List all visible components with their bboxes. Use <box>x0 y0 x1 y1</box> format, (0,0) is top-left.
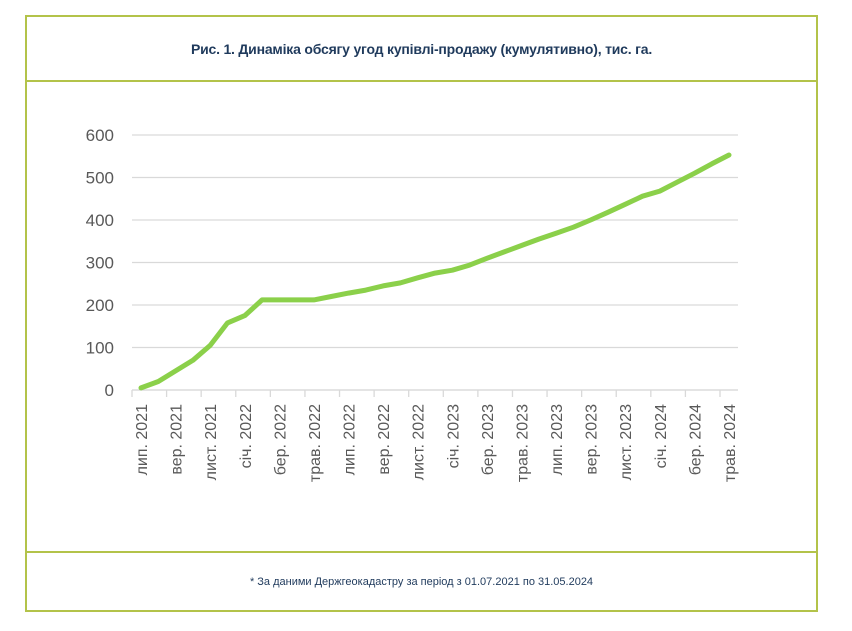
y-tick-label-0: 0 <box>105 381 114 400</box>
title-panel: Рис. 1. Динаміка обсягу угод купівлі-про… <box>27 17 816 82</box>
series-layer <box>138 152 732 391</box>
x-axis <box>131 389 738 397</box>
series-line-0 <box>138 152 732 391</box>
x-tick-label: бер. 2022 <box>272 404 289 475</box>
x-tick-label: вер. 2021 <box>169 404 186 475</box>
x-tick-label: трав. 2023 <box>514 404 531 482</box>
figure-frame: Рис. 1. Динаміка обсягу угод купівлі-про… <box>25 15 818 612</box>
y-tick-label-100: 100 <box>86 339 114 358</box>
x-tick-label: лист. 2021 <box>203 404 220 480</box>
x-tick-label: трав. 2024 <box>722 404 739 482</box>
x-tick-label: трав. 2022 <box>307 404 324 482</box>
footnote-panel: * За даними Держгеокадастру за період з … <box>27 551 816 610</box>
x-tick-label: лип. 2021 <box>134 404 151 476</box>
chart-panel: 0 100 200 300 400 500 600 лип. 2021 вер. 2021 ли… <box>27 82 816 551</box>
x-tick-label: січ. 2023 <box>445 404 462 468</box>
x-tick-label: вер. 2023 <box>584 404 601 475</box>
x-tick-label: бер. 2024 <box>687 404 704 475</box>
x-tick-label: лист. 2022 <box>411 404 428 480</box>
x-tick-label: вер. 2022 <box>376 404 393 475</box>
gridlines <box>132 134 738 391</box>
y-tick-label-200: 200 <box>86 296 114 315</box>
y-tick-label-300: 300 <box>86 254 114 273</box>
y-tick-label-600: 600 <box>86 126 114 145</box>
x-tick-label: лип. 2022 <box>342 404 359 476</box>
footnote: * За даними Держгеокадастру за період з … <box>249 575 594 588</box>
y-tick-label-400: 400 <box>86 211 114 230</box>
x-tick-label: бер. 2023 <box>480 404 497 475</box>
x-tick-label: лист. 2023 <box>618 404 635 480</box>
x-tick-label: січ. 2024 <box>653 404 670 468</box>
y-axis-labels: 0 100 200 300 400 500 600 <box>86 126 114 400</box>
x-tick-label: лип. 2023 <box>549 404 566 476</box>
x-tick-label: січ. 2022 <box>238 404 255 468</box>
x-axis-labels: лип. 2021 вер. 2021 лист. 2021 січ. 2022 бер… <box>134 404 739 482</box>
chart-title: Рис. 1. Динаміка обсягу угод купівлі-про… <box>190 40 653 57</box>
y-tick-label-500: 500 <box>86 169 114 188</box>
